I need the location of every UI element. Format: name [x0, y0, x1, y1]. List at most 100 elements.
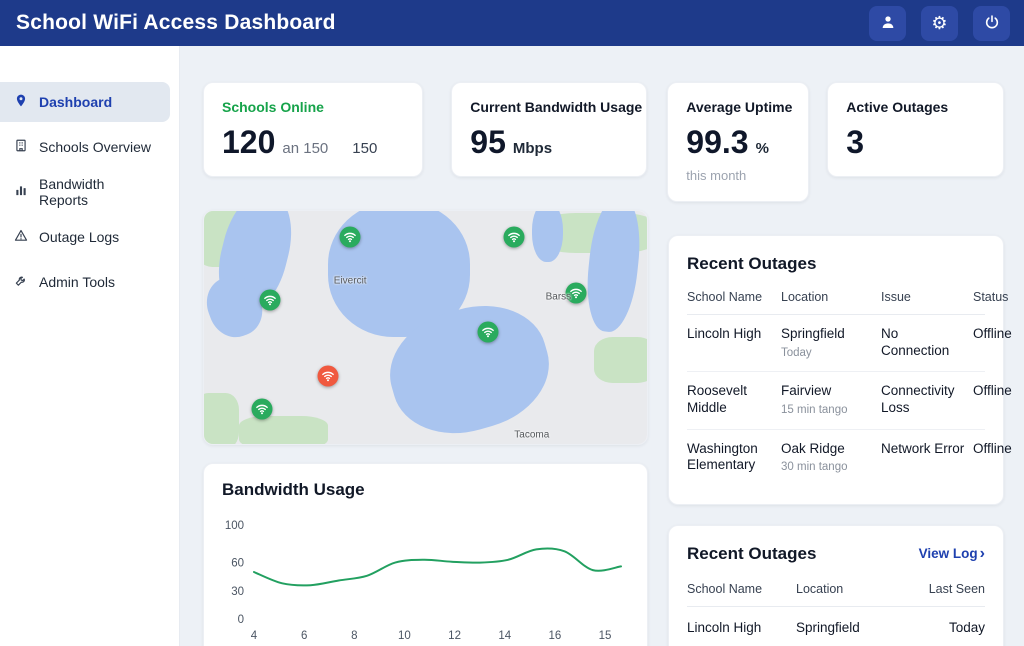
issue-cell: No Connection: [881, 326, 967, 360]
column-header: School Name: [687, 290, 775, 304]
column-header: School Name: [687, 582, 796, 596]
time-ago: 15 min tango: [781, 403, 875, 417]
location-cell: Oak Ridge 30 min tango: [781, 441, 875, 475]
column-header: Issue: [881, 290, 967, 304]
recent-outages-log-card: Recent Outages View Log› School Name Loc…: [668, 525, 1004, 646]
chevron-right-icon: ›: [980, 546, 985, 562]
view-log-link[interactable]: View Log›: [919, 546, 985, 562]
time-ago: Today: [781, 346, 875, 360]
school-name: Lincoln High: [687, 326, 775, 343]
stats-row: Schools Online 120 an 150 150 Current Ba…: [203, 82, 1004, 202]
map-pin-icon: [14, 93, 28, 111]
svg-text:0: 0: [238, 614, 244, 626]
sidebar-item-label: Outage Logs: [39, 229, 119, 245]
school-name: Roosevelt Middle: [687, 383, 775, 417]
svg-text:100: 100: [225, 520, 244, 532]
wifi-icon: [322, 371, 335, 382]
sidebar-item-label: Admin Tools: [39, 274, 115, 290]
table-row: Lincoln High Springfield Today No Connec…: [687, 315, 985, 372]
wifi-marker-online[interactable]: [260, 289, 281, 310]
svg-text:60: 60: [231, 558, 244, 570]
svg-text:15: 15: [599, 630, 612, 642]
stat-value: 95: [470, 126, 506, 158]
schools-map[interactable]: Eivercit Barss Tacoma: [203, 210, 648, 445]
status-cell: Offline: [973, 326, 1012, 343]
sidebar-item-outage-logs[interactable]: Outage Logs: [0, 217, 170, 257]
user-icon: [880, 14, 896, 33]
stat-card-schools-online: Schools Online 120 an 150 150: [203, 82, 423, 177]
map-place-label: Barss: [546, 292, 572, 303]
svg-text:16: 16: [548, 630, 561, 642]
wifi-marker-online[interactable]: [340, 226, 361, 247]
table-row: Washington Elementary Oak Ridge 30 min t…: [687, 430, 985, 486]
wifi-icon: [508, 231, 521, 242]
stat-title: Average Uptime: [686, 99, 790, 115]
svg-text:10: 10: [398, 630, 411, 642]
power-icon: [984, 14, 1000, 33]
table-header-row: School Name Location Issue Status: [687, 290, 985, 315]
wifi-icon: [264, 294, 277, 305]
bandwidth-line-chart: 030601004681012141615Average Bandwidth (…: [222, 508, 630, 646]
sidebar-item-bandwidth-reports[interactable]: Bandwidth Reports: [0, 172, 170, 212]
map-place-label: Tacoma: [514, 429, 549, 440]
stat-note: this month: [686, 168, 790, 183]
sidebar-item-schools-overview[interactable]: Schools Overview: [0, 127, 170, 167]
location-cell: Springfield Today: [781, 326, 875, 360]
page-title: School WiFi Access Dashboard: [16, 11, 336, 35]
stat-title: Active Outages: [846, 99, 985, 115]
stat-value: 99.3: [686, 126, 748, 158]
building-icon: [14, 138, 28, 156]
sidebar-item-dashboard[interactable]: Dashboard: [0, 82, 170, 122]
location-cell: Springfield: [796, 620, 905, 637]
power-button[interactable]: [973, 6, 1010, 41]
bandwidth-usage-card: Bandwidth Usage 030601004681012141615Ave…: [203, 463, 648, 646]
school-name: Washington Elementary: [687, 441, 775, 475]
map-canvas[interactable]: Eivercit Barss Tacoma: [204, 211, 647, 444]
wifi-marker-online[interactable]: [251, 399, 272, 420]
user-button[interactable]: [869, 6, 906, 41]
school-name: Lincoln High: [687, 620, 796, 637]
log-row: Lincoln High Springfield Today: [687, 607, 985, 646]
location-cell: Fairview 15 min tango: [781, 383, 875, 417]
svg-text:4: 4: [251, 630, 258, 642]
map-place-label: Eivercit: [334, 275, 367, 286]
bar-chart-icon: [14, 183, 28, 201]
main-content: Schools Online 120 an 150 150 Current Ba…: [180, 46, 1024, 646]
wifi-marker-alert[interactable]: [318, 366, 339, 387]
wifi-marker-online[interactable]: [504, 226, 525, 247]
stat-unit: %: [756, 140, 769, 157]
stat-card-active-outages: Active Outages 3: [827, 82, 1004, 177]
stat-card-uptime: Average Uptime 99.3 % this month: [667, 82, 809, 202]
stat-card-bandwidth: Current Bandwidth Usage 95 Mbps: [451, 82, 647, 177]
column-header: Location: [781, 290, 875, 304]
sidebar-item-admin-tools[interactable]: Admin Tools: [0, 262, 170, 302]
column-header: Location: [796, 582, 905, 596]
wifi-icon: [481, 327, 494, 338]
svg-text:14: 14: [498, 630, 511, 642]
svg-text:6: 6: [301, 630, 307, 642]
settings-button[interactable]: ⚙: [921, 6, 958, 41]
status-cell: Offline: [973, 441, 1012, 458]
stat-unit: Mbps: [513, 140, 552, 157]
gear-icon: ⚙: [931, 14, 947, 32]
svg-text:8: 8: [351, 630, 357, 642]
stat-title: Schools Online: [222, 99, 404, 115]
wifi-icon: [255, 404, 268, 415]
issue-cell: Network Error: [881, 441, 967, 458]
wifi-icon: [344, 231, 357, 242]
last-seen-cell: Today: [905, 620, 985, 637]
stat-title: Current Bandwidth Usage: [470, 99, 628, 115]
wifi-marker-online[interactable]: [477, 322, 498, 343]
stat-value: 120: [222, 126, 275, 158]
warning-triangle-icon: [14, 228, 28, 246]
sidebar: Dashboard Schools Overview Bandwidth Rep…: [0, 46, 180, 646]
svg-text:12: 12: [448, 630, 461, 642]
table-title: Recent Outages: [687, 254, 985, 274]
map-markers-layer: Eivercit Barss Tacoma: [204, 211, 647, 444]
log-header-row: School Name Location Last Seen: [687, 582, 985, 607]
stat-value: 3: [846, 126, 864, 158]
column-header: Last Seen: [905, 582, 985, 596]
table-row: Roosevelt Middle Fairview 15 min tango C…: [687, 372, 985, 429]
stat-of-total: an 150: [282, 140, 328, 157]
stat-total: 150: [352, 140, 377, 157]
